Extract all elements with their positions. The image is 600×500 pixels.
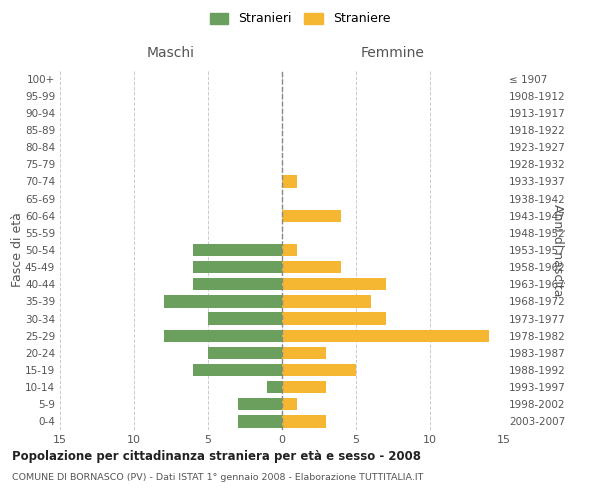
Bar [282,176,297,188]
Bar [193,244,282,256]
Bar [164,296,282,308]
Bar [282,244,297,256]
Text: Fasce di età: Fasce di età [11,212,25,288]
Bar [282,210,341,222]
Bar [193,364,282,376]
Bar [267,381,282,394]
Text: Anni di nascita: Anni di nascita [551,204,565,296]
Bar [282,346,326,359]
Bar [282,364,356,376]
Legend: Stranieri, Straniere: Stranieri, Straniere [206,8,394,29]
Bar [282,261,341,274]
Bar [282,330,489,342]
Bar [238,398,282,410]
Bar [193,261,282,274]
Bar [193,278,282,290]
Bar [282,381,326,394]
Bar [208,312,282,324]
Bar [282,296,371,308]
Bar [208,346,282,359]
Bar [238,416,282,428]
Bar [282,278,386,290]
Bar [282,398,297,410]
Text: Femmine: Femmine [361,46,425,60]
Text: Popolazione per cittadinanza straniera per età e sesso - 2008: Popolazione per cittadinanza straniera p… [12,450,421,463]
Bar [164,330,282,342]
Bar [282,312,386,324]
Text: COMUNE DI BORNASCO (PV) - Dati ISTAT 1° gennaio 2008 - Elaborazione TUTTITALIA.I: COMUNE DI BORNASCO (PV) - Dati ISTAT 1° … [12,472,424,482]
Bar [282,416,326,428]
Text: Maschi: Maschi [147,46,195,60]
